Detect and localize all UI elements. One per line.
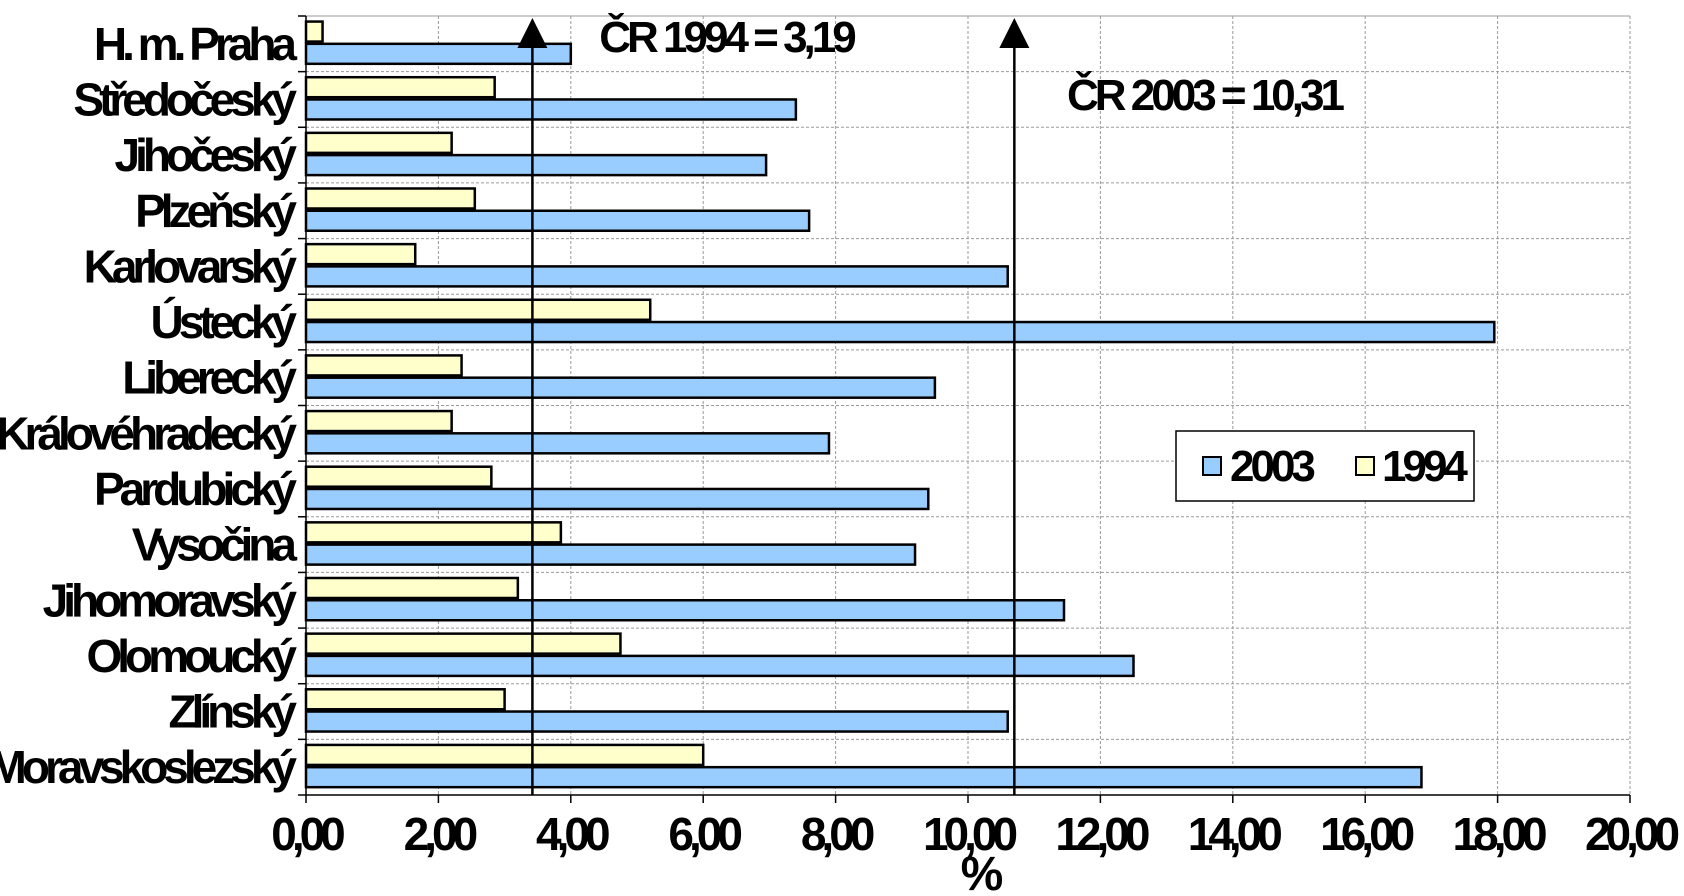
- bar-1994-plzensky: [304, 187, 477, 210]
- category-label-zlinsky: Zlínský: [168, 686, 297, 738]
- x-tick-label: 6,00: [668, 808, 741, 860]
- category-label-jihocesky: Jihočeský: [115, 129, 298, 181]
- bar-2003-vysocina: [304, 543, 917, 566]
- category-label-liberecky: Liberecký: [122, 352, 297, 404]
- bar-2003-jihomoravsky: [304, 599, 1066, 622]
- x-tick-label: 14,00: [1188, 808, 1282, 860]
- bars-group: [304, 20, 1496, 789]
- x-tick-label: 20,00: [1585, 808, 1679, 860]
- bar-2003-zlinsky: [304, 710, 1009, 733]
- bar-1994-zlinsky: [304, 688, 506, 711]
- bar-2003-ustecky: [304, 320, 1496, 344]
- category-label-h-m-praha: H. m. Praha: [94, 18, 298, 70]
- x-tick-label: 10,00: [923, 808, 1017, 860]
- category-label-moravskoslezsky: Moravskoslezský: [0, 741, 297, 793]
- x-tick-label: 2,00: [404, 808, 477, 860]
- category-label-stredocesky: Středočeský: [73, 73, 297, 125]
- reference-label: ČR 2003 = 10,31: [1067, 69, 1344, 120]
- bar-1994-olomoucky: [304, 632, 622, 655]
- bar-1994-liberecky: [304, 354, 463, 377]
- bar-2003-kralovehradecky: [304, 432, 831, 455]
- reference-arrow: [999, 18, 1030, 48]
- grid-lines: [305, 15, 1631, 796]
- category-label-plzensky: Plzeňský: [135, 185, 297, 237]
- x-tick-label: 8,00: [801, 808, 874, 860]
- x-tick-label: 16,00: [1320, 808, 1414, 860]
- legend-swatch-1994: [1355, 456, 1375, 476]
- x-tick-label: 12,00: [1055, 808, 1149, 860]
- bar-1994-vysocina: [304, 521, 563, 544]
- bar-1994-moravskoslezsky: [304, 743, 705, 767]
- legend: 2003 1994: [1175, 430, 1475, 502]
- bar-2003-stredocesky: [304, 98, 798, 121]
- bar-1994-jihomoravsky: [304, 576, 520, 600]
- category-label-ustecky: Ústecký: [151, 296, 298, 348]
- x-tick-label: 18,00: [1453, 808, 1547, 860]
- bar-2003-pardubicky: [304, 487, 930, 511]
- reference-arrow: [517, 18, 548, 48]
- legend-box: [1175, 430, 1475, 502]
- reference-lines: ČR 1994 = 3,19 ČR 2003 = 10,31: [517, 11, 1348, 795]
- category-label-kralovehradecky: Královéhradecký: [0, 407, 297, 459]
- category-label-vysocina: Vysočina: [132, 519, 298, 571]
- bar-1994-stredocesky: [304, 75, 496, 99]
- bar-2003-moravskoslezsky: [304, 765, 1423, 789]
- legend-swatch-2003: [1202, 456, 1222, 476]
- bar-1994-karlovarsky: [304, 242, 417, 266]
- bar-2003-liberecky: [304, 376, 937, 399]
- x-tick-labels: 0,00 2,00 4,00 6,00 8,00 10,00 12,00 14,00 16,00…: [271, 808, 1683, 860]
- x-axis-title: %: [961, 848, 1004, 896]
- x-tick-label: 0,00: [271, 808, 344, 860]
- bar-2003-plzensky: [304, 209, 811, 232]
- bar-1994-ustecky: [304, 298, 652, 322]
- bar-2003-karlovarsky: [304, 265, 1009, 288]
- axes: [298, 15, 1631, 803]
- bar-1994-pardubicky: [304, 465, 493, 488]
- reference-label: ČR 1994 = 3,19: [599, 11, 855, 62]
- bar-2003-jihocesky: [304, 153, 768, 177]
- category-label-jihomoravsky: Jihomoravský: [43, 574, 298, 626]
- bar-1994-jihocesky: [304, 131, 453, 155]
- bar-1994-h-m-praha: [304, 20, 324, 43]
- category-label-pardubicky: Pardubický: [94, 463, 297, 515]
- bar-1994-kralovehradecky: [304, 409, 453, 433]
- category-labels: H. m. PrahaStředočeskýJihočeskýPlzeňskýK…: [0, 18, 302, 793]
- category-label-olomoucky: Olomoucký: [86, 630, 297, 682]
- legend-label-2003: 2003: [1230, 442, 1314, 491]
- legend-label-1994: 1994: [1382, 442, 1468, 491]
- x-tick-label: 4,00: [536, 808, 609, 860]
- category-label-karlovarsky: Karlovarský: [84, 240, 298, 292]
- bar-2003-olomoucky: [304, 654, 1135, 678]
